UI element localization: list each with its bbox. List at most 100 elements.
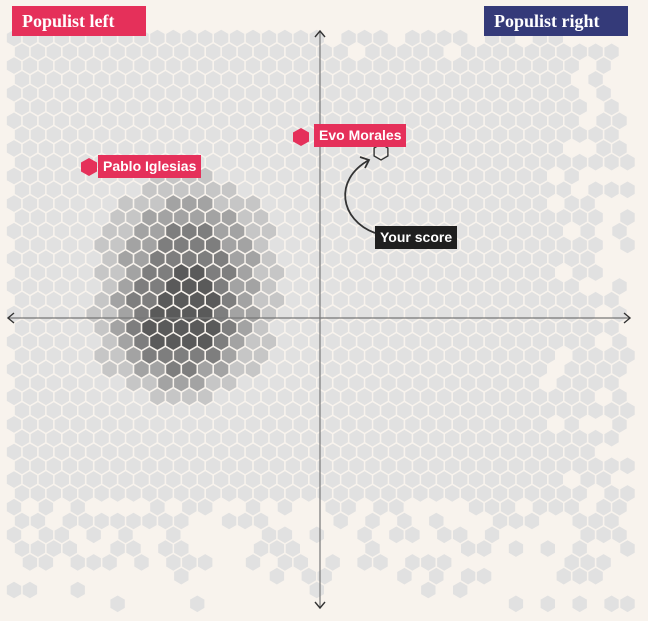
hex-cell: [142, 43, 157, 61]
hex-cell: [253, 540, 269, 557]
hex-cell: [158, 429, 173, 447]
hex-cell: [110, 595, 125, 613]
hex-cell: [150, 84, 165, 102]
hex-cell: [86, 57, 101, 74]
hex-cell: [588, 236, 603, 254]
hex-cell: [516, 167, 532, 185]
hex-cell: [556, 319, 571, 337]
hex-cell: [150, 112, 165, 130]
hex-cell: [516, 360, 532, 378]
hex-cell: [293, 305, 308, 323]
hex-cell: [301, 264, 316, 281]
hex-cell: [118, 195, 133, 212]
hex-cell: [118, 84, 133, 102]
hex-cell: [492, 236, 508, 254]
hex-cell: [182, 498, 197, 516]
hex-cell: [429, 291, 444, 309]
hex-cell: [62, 264, 77, 281]
hex-cell: [508, 540, 524, 557]
hex-cell: [166, 333, 181, 350]
hex-cell: [150, 250, 165, 268]
hex-cell: [30, 126, 46, 143]
hex-cell: [261, 388, 277, 406]
hex-cell: [588, 126, 603, 143]
hex-cell: [373, 167, 388, 185]
hex-cell: [62, 98, 77, 116]
hex-cell: [190, 236, 205, 254]
hex-cell: [182, 416, 197, 433]
hex-cell: [14, 429, 30, 447]
hex-cell: [580, 388, 595, 406]
hex-cell: [604, 291, 619, 309]
hex-cell: [580, 360, 595, 378]
hex-cell: [357, 360, 372, 378]
hex-cell: [94, 43, 109, 61]
hex-cell: [46, 264, 61, 281]
hex-cell: [492, 264, 508, 281]
hex-cell: [341, 222, 356, 240]
hex-cell: [373, 278, 388, 295]
hex-cell: [421, 443, 436, 461]
hex-cell: [110, 402, 125, 419]
hex-cell: [245, 443, 261, 461]
hex-cell: [429, 153, 444, 171]
hex-cell: [110, 540, 125, 557]
hex-cell: [357, 333, 372, 350]
hex-cell: [572, 319, 587, 337]
hex-cell: [492, 319, 508, 337]
hex-cell: [532, 112, 547, 130]
hex-cell: [516, 471, 532, 488]
hex-cell: [365, 291, 380, 309]
hex-cell: [508, 126, 524, 143]
hex-cell: [285, 264, 300, 281]
hex-cell: [134, 222, 149, 240]
hex-cell: [540, 264, 555, 281]
hex-cell: [405, 84, 420, 102]
hex-cell: [174, 43, 189, 61]
hex-cell: [94, 485, 109, 502]
hex-cell: [221, 291, 237, 309]
hex-cell: [389, 333, 404, 350]
hex-cell: [317, 153, 332, 171]
hex-cell: [110, 181, 125, 199]
hex-cell: [46, 43, 61, 61]
hex-cell: [54, 388, 69, 406]
hex-cell: [604, 485, 619, 502]
hex-cell: [325, 554, 340, 571]
hex-cell: [373, 29, 388, 47]
hex-cell: [134, 84, 149, 102]
hex-cell: [445, 153, 460, 171]
hex-cell: [453, 526, 468, 544]
hex-cell: [86, 416, 101, 433]
hex-cell: [38, 278, 54, 295]
hex-cell: [468, 167, 484, 185]
your-score-marker: [373, 143, 389, 161]
hex-cell: [309, 471, 324, 488]
hex-cell: [285, 347, 300, 364]
hex-cell: [532, 305, 547, 323]
hex-cell: [421, 29, 436, 47]
hex-cell: [118, 360, 133, 378]
hex-cell: [564, 167, 579, 185]
hex-cell: [245, 57, 261, 74]
hex-cell: [580, 333, 595, 350]
hex-cell: [198, 305, 213, 323]
hex-cell: [182, 112, 197, 130]
hex-cell: [54, 57, 69, 74]
hex-cell: [540, 43, 555, 61]
hex-cell: [150, 278, 165, 295]
hex-cell: [293, 167, 308, 185]
hex-cell: [62, 457, 77, 475]
hex-cell: [237, 402, 253, 419]
hex-cell: [94, 209, 109, 226]
hex-cell: [429, 209, 444, 226]
hex-cell: [476, 567, 492, 585]
hex-cell: [221, 98, 237, 116]
hex-cell: [476, 181, 492, 199]
hex-cell: [94, 71, 109, 88]
hex-cell: [508, 71, 524, 88]
hex-cell: [461, 98, 476, 116]
hex-cell: [6, 498, 22, 516]
hex-cell: [94, 457, 109, 475]
hex-cell: [134, 360, 149, 378]
